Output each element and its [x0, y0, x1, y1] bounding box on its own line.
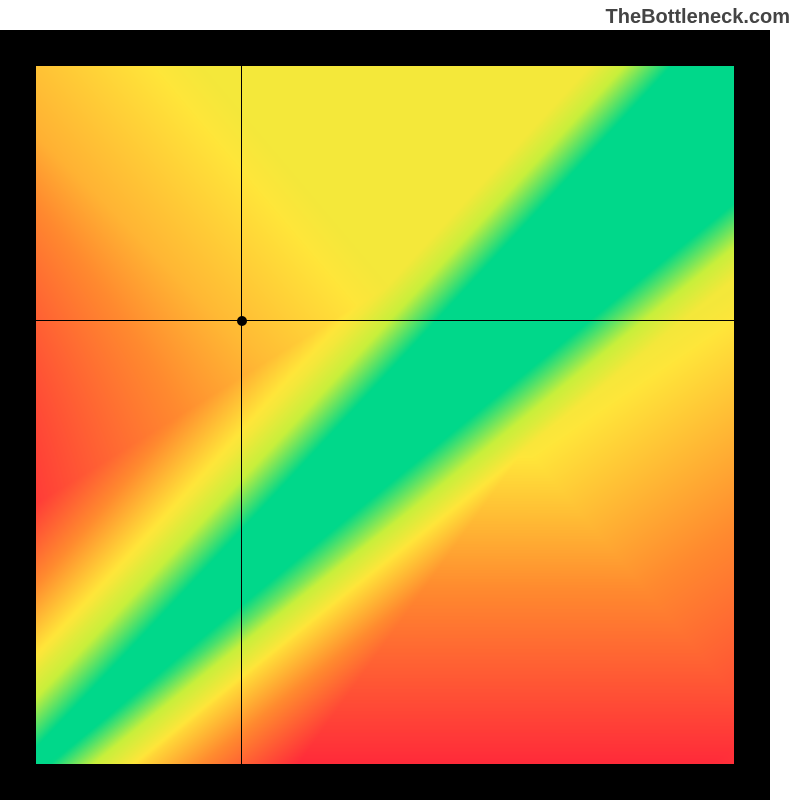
crosshair-point	[237, 316, 247, 326]
crosshair-vertical	[241, 66, 242, 764]
page-container: TheBottleneck.com	[0, 0, 800, 800]
watermark-label: TheBottleneck.com	[606, 6, 790, 29]
bottleneck-heatmap	[36, 66, 734, 764]
crosshair-horizontal	[36, 320, 734, 321]
chart-outer-frame	[0, 30, 770, 800]
